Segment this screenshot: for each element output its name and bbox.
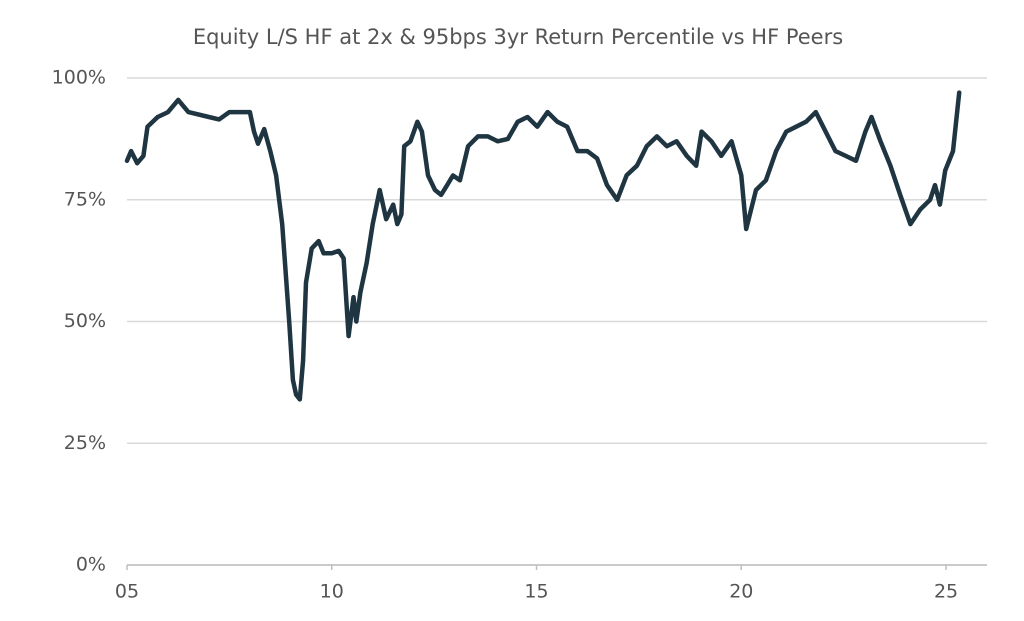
y-tick-label: 50% — [64, 310, 106, 332]
y-tick-label: 75% — [64, 188, 106, 210]
x-tick-label: 20 — [729, 581, 753, 603]
x-tick-label: 25 — [934, 581, 958, 603]
x-tick-label: 05 — [115, 581, 139, 603]
x-tick-label: 10 — [320, 581, 344, 603]
y-tick-label: 25% — [64, 432, 106, 454]
x-tick-label: 15 — [524, 581, 548, 603]
y-tick-label: 0% — [76, 554, 106, 576]
data-line — [124, 90, 962, 402]
chart-title: Equity L/S HF at 2x & 95bps 3yr Return P… — [193, 25, 843, 49]
y-tick-label: 100% — [52, 67, 106, 89]
